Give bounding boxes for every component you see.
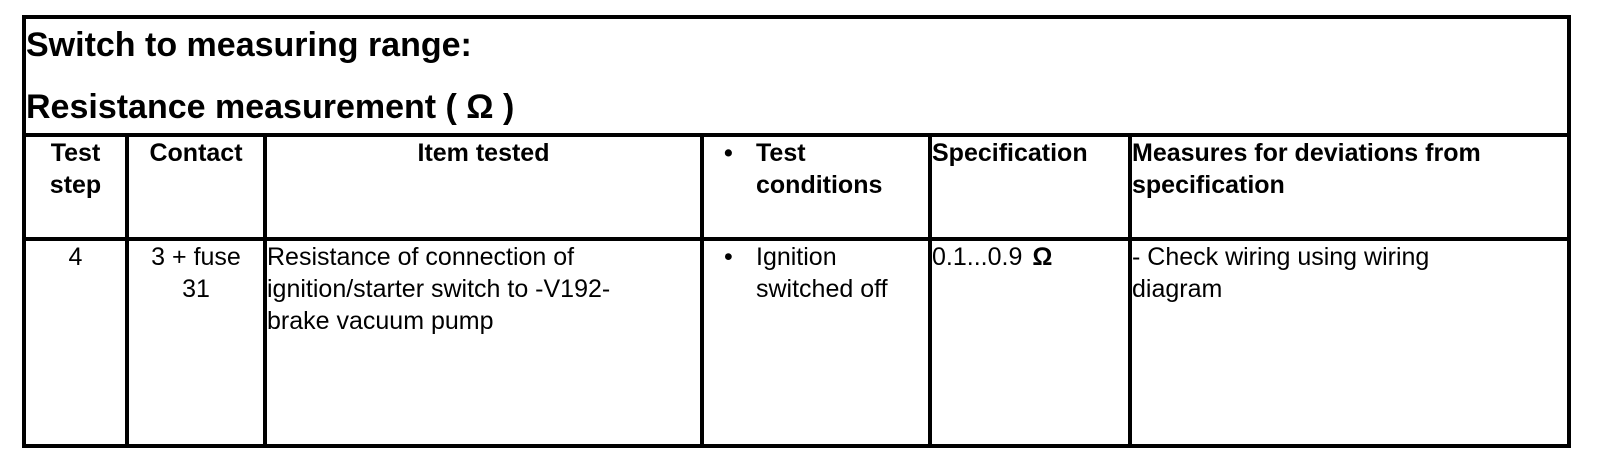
cell-measures: - Check wiring using wiring diagram bbox=[1127, 237, 1572, 448]
cell-specification: 0.1...0.9 Ω bbox=[928, 237, 1132, 448]
bullet-icon: • bbox=[724, 139, 733, 167]
test-conditions-bullet-item: • Ignition switched off bbox=[706, 243, 926, 305]
header-measures-line-1: Measures for deviations from bbox=[1132, 139, 1481, 167]
header-test-step: Test step bbox=[22, 133, 129, 241]
specification-value: 0.1...0.9 bbox=[932, 243, 1023, 271]
header-measures: Measures for deviations from specificati… bbox=[1127, 133, 1572, 241]
test-step-value: 4 bbox=[68, 243, 83, 271]
measures-line-1: - Check wiring using wiring bbox=[1132, 243, 1430, 271]
header-specification-label: Specification bbox=[932, 139, 1088, 167]
title-switch-to-measuring-range: Switch to measuring range: bbox=[26, 26, 472, 64]
item-tested-line-3: brake vacuum pump bbox=[267, 307, 494, 335]
header-test-step-line-1: Test bbox=[50, 139, 101, 167]
header-test-conditions-bullet-item: • Test conditions bbox=[706, 139, 926, 201]
header-test-conditions-text: Test conditions bbox=[756, 139, 926, 201]
item-tested-line-2: ignition/starter switch to -V192- bbox=[267, 275, 611, 303]
specification-unit-ohm: Ω bbox=[1032, 243, 1053, 271]
measures-line-2: diagram bbox=[1132, 275, 1223, 303]
title-row: Switch to measuring range: Resistance me… bbox=[21, 15, 1572, 137]
header-test-conditions-line-1: Test bbox=[756, 139, 806, 167]
header-item-tested-label: Item tested bbox=[417, 139, 550, 167]
header-measures-line-2: specification bbox=[1132, 171, 1285, 199]
resistance-test-table: Switch to measuring range: Resistance me… bbox=[21, 15, 1572, 448]
header-specification: Specification bbox=[928, 133, 1132, 241]
cell-test-step: 4 bbox=[22, 237, 129, 448]
contact-line-2: 31 bbox=[182, 275, 210, 303]
cell-test-conditions: • Ignition switched off bbox=[700, 237, 932, 448]
table-row: 4 3 + fuse 31 Resistance of connection o… bbox=[22, 237, 1572, 448]
title-cell: Switch to measuring range: Resistance me… bbox=[21, 15, 1572, 137]
header-row: Test step Contact Item tested • Test con… bbox=[22, 133, 1572, 241]
bullet-icon: • bbox=[724, 243, 733, 271]
test-conditions-line-1: Ignition bbox=[756, 243, 837, 271]
item-tested-line-1: Resistance of connection of bbox=[267, 243, 575, 271]
test-conditions-line-2: switched off bbox=[756, 275, 888, 303]
header-test-conditions: • Test conditions bbox=[700, 133, 932, 241]
contact-line-1: 3 + fuse bbox=[151, 243, 241, 271]
cell-contact: 3 + fuse 31 bbox=[125, 237, 267, 448]
header-item-tested: Item tested bbox=[263, 133, 704, 241]
test-conditions-text: Ignition switched off bbox=[756, 243, 926, 305]
cell-item-tested: Resistance of connection of ignition/sta… bbox=[263, 237, 704, 448]
header-contact: Contact bbox=[125, 133, 267, 241]
header-test-step-line-2: step bbox=[49, 171, 102, 199]
title-resistance-measurement: Resistance measurement ( Ω ) bbox=[26, 88, 515, 126]
header-test-conditions-line-2: conditions bbox=[756, 171, 883, 199]
header-contact-label: Contact bbox=[149, 139, 243, 167]
